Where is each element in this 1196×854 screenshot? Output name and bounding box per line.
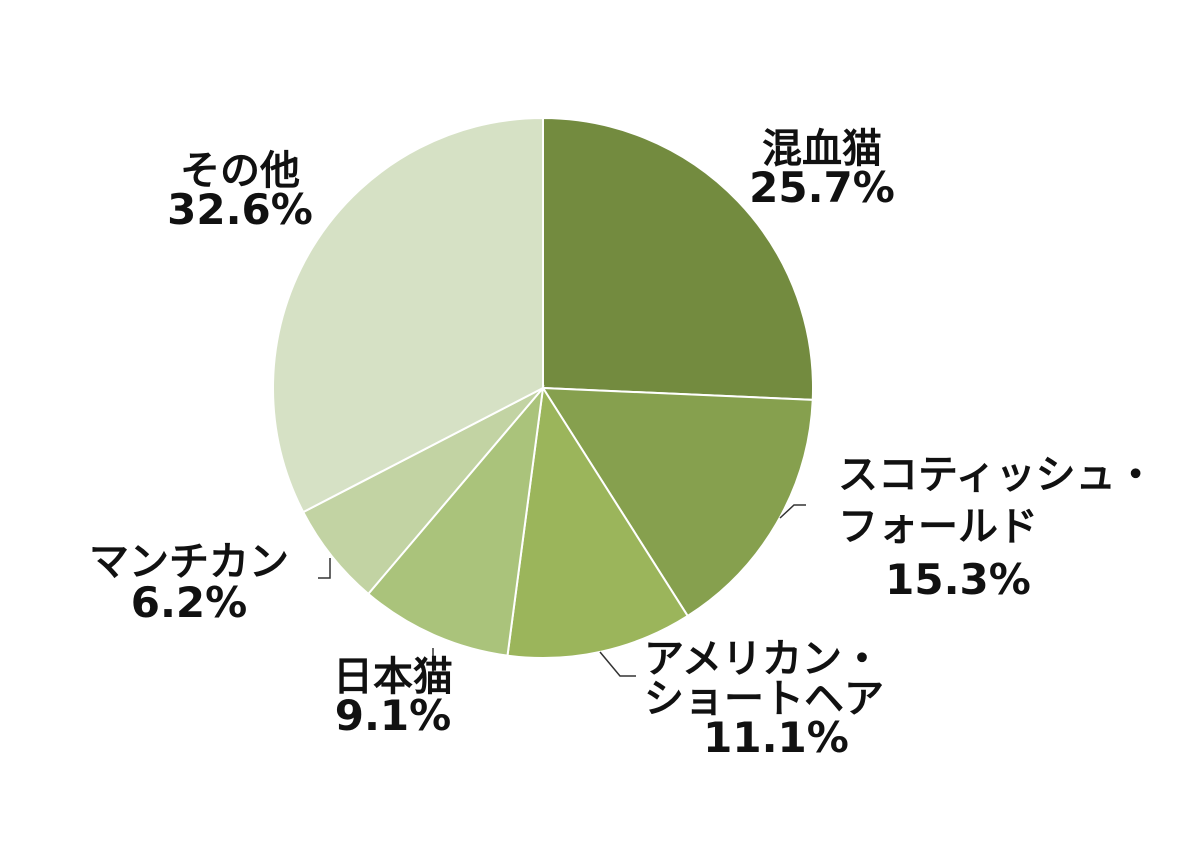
pie-slice-scottish-fold bbox=[541, 386, 814, 618]
slice-label-mixed: 混血猫 bbox=[762, 126, 882, 172]
slice-value-mixed: 25.7% bbox=[749, 163, 895, 212]
pie-slice-other bbox=[272, 116, 544, 514]
slice-value-scottish-fold: 15.3% bbox=[885, 555, 1031, 604]
leader-line-american-shorthair bbox=[599, 651, 636, 677]
slice-label-nihon-neko: 日本猫 bbox=[333, 654, 453, 700]
leader-line-munchkin bbox=[318, 558, 331, 579]
pie-slice-american-shorthair bbox=[506, 385, 690, 659]
slice-label-other: その他 bbox=[180, 148, 300, 194]
leader-line-scottish-fold bbox=[779, 504, 806, 519]
slice-label-american-shorthair-line2: ショートヘア bbox=[644, 676, 884, 722]
slice-label-munchkin: マンチカン bbox=[89, 539, 289, 585]
slice-label-scottish-fold-line1: スコティッシュ・ bbox=[838, 452, 1156, 498]
slice-label-scottish-fold-line2: フォールド bbox=[838, 504, 1038, 550]
leader-lines bbox=[318, 504, 806, 677]
pie-slice-nihon-neko bbox=[366, 384, 545, 657]
slice-value-american-shorthair: 11.1% bbox=[703, 713, 849, 762]
slice-value-munchkin: 6.2% bbox=[131, 578, 247, 627]
pie-slices bbox=[272, 116, 814, 659]
slice-labels: 混血猫 25.7% スコティッシュ・ フォールド 15.3% アメリカン・ ショ… bbox=[89, 126, 1156, 762]
slice-value-nihon-neko: 9.1% bbox=[335, 691, 451, 740]
slice-label-american-shorthair-line1: アメリカン・ bbox=[644, 636, 882, 682]
slice-value-other: 32.6% bbox=[167, 185, 313, 234]
pie-slice-mixed bbox=[542, 116, 814, 401]
